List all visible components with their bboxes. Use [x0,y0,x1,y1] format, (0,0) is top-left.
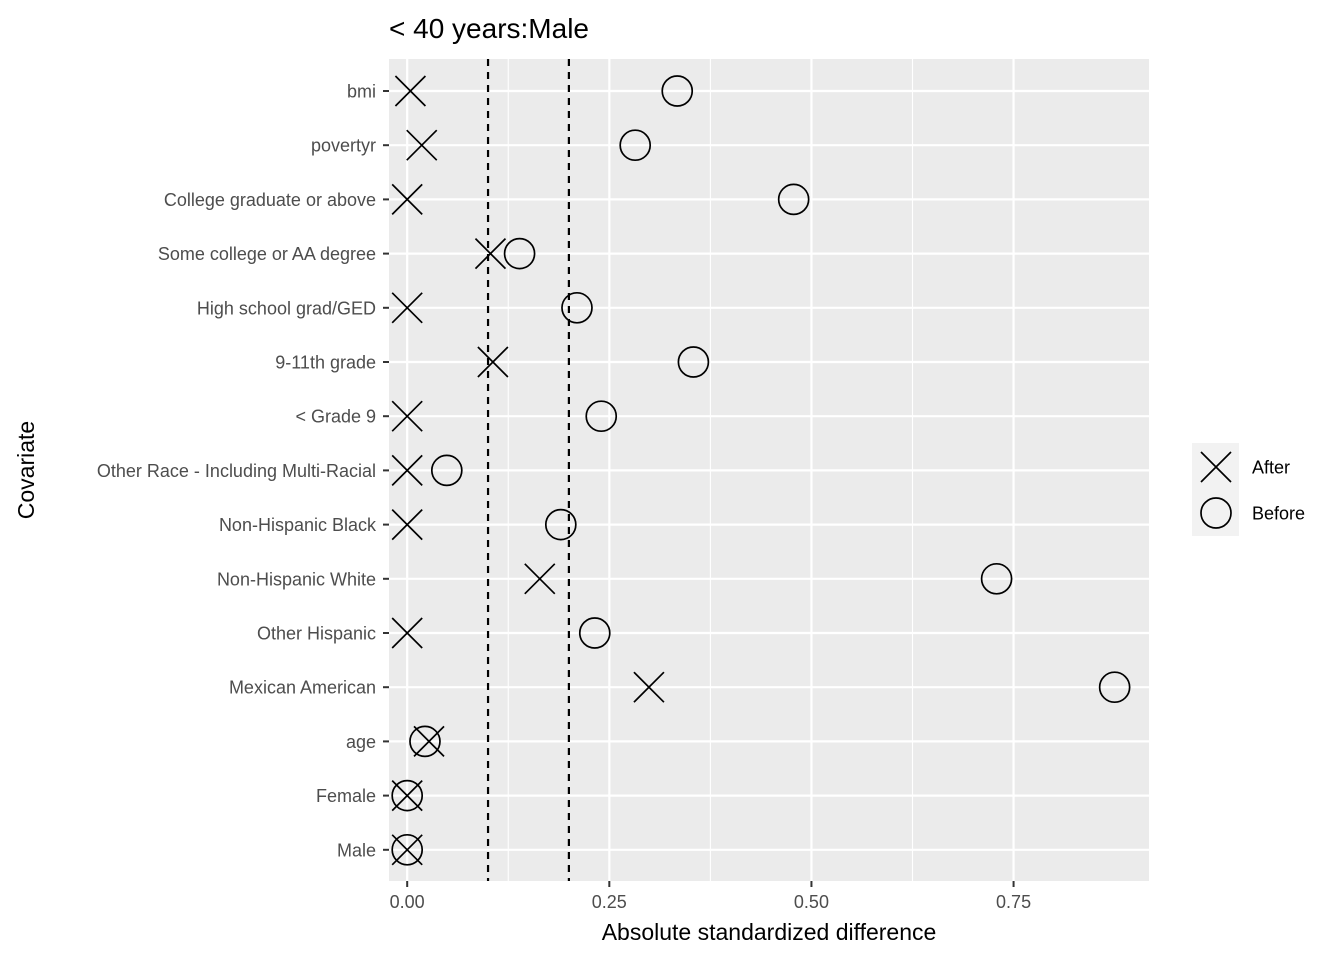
before-point [777,183,810,216]
before-point [619,129,652,162]
y-axis-title: Covariate [13,421,39,519]
after-point [413,725,445,758]
before-point [1098,671,1131,704]
y-tick-label: Some college or AA degree [158,244,376,264]
before-point [980,562,1013,595]
after-point [391,508,423,541]
legend: After Before [1192,443,1305,536]
before-point [585,400,618,433]
after-point [477,346,509,378]
y-tick-label: Mexican American [229,678,376,698]
before-point [661,75,694,107]
before-point [391,779,424,812]
y-tick-label: High school grad/GED [197,298,376,318]
reference-lines [486,59,570,881]
grid-major [389,59,1149,881]
chart-title: < 40 years:Male [389,13,589,44]
y-tick-label: Other Hispanic [257,624,376,644]
after-point [391,779,423,812]
after-point [406,129,438,161]
data-marks [391,75,1131,866]
y-tick-label: < Grade 9 [295,407,376,427]
after-point [391,183,423,216]
after-point [391,454,423,487]
y-tick-label: Male [337,840,376,860]
y-axis: bmi povertyr College graduate or above Some… [97,82,389,860]
y-tick-label: Non-Hispanic Black [219,515,377,535]
before-point [409,725,441,758]
x-tick-label: 0.00 [390,892,425,912]
before-point [544,508,577,541]
y-tick-label: povertyr [311,136,376,156]
before-point [503,237,536,270]
y-tick-label: Female [316,786,376,806]
after-point [391,617,423,649]
after-point [633,671,665,703]
x-tick-label: 0.50 [794,892,829,912]
x-axis: 0.00 0.25 0.50 0.75 [390,881,1031,912]
after-point [524,563,556,595]
before-point [430,454,463,487]
y-tick-label: Non-Hispanic White [217,569,376,589]
before-point [391,833,424,866]
legend-key-after [1200,451,1232,483]
x-axis-title: Absolute standardized difference [602,919,937,945]
y-tick-label: Other Race - Including Multi-Racial [97,461,376,481]
after-point [391,834,423,866]
after-point [391,292,423,324]
after-point [474,237,507,270]
legend-label-after: After [1252,458,1290,478]
x-tick-label: 0.25 [592,892,627,912]
before-point [677,346,710,378]
legend-label-before: Before [1252,504,1305,524]
legend-key-before [1200,497,1232,529]
after-point [391,400,423,432]
x-tick-label: 0.75 [996,892,1031,912]
legend-key-background [1192,443,1239,536]
after-point [394,75,427,107]
y-tick-label: age [346,732,376,752]
y-tick-label: 9-11th grade [275,353,376,373]
y-tick-label: bmi [347,82,376,102]
y-tick-label: College graduate or above [164,190,376,210]
before-point [561,291,593,324]
before-point [578,617,611,649]
